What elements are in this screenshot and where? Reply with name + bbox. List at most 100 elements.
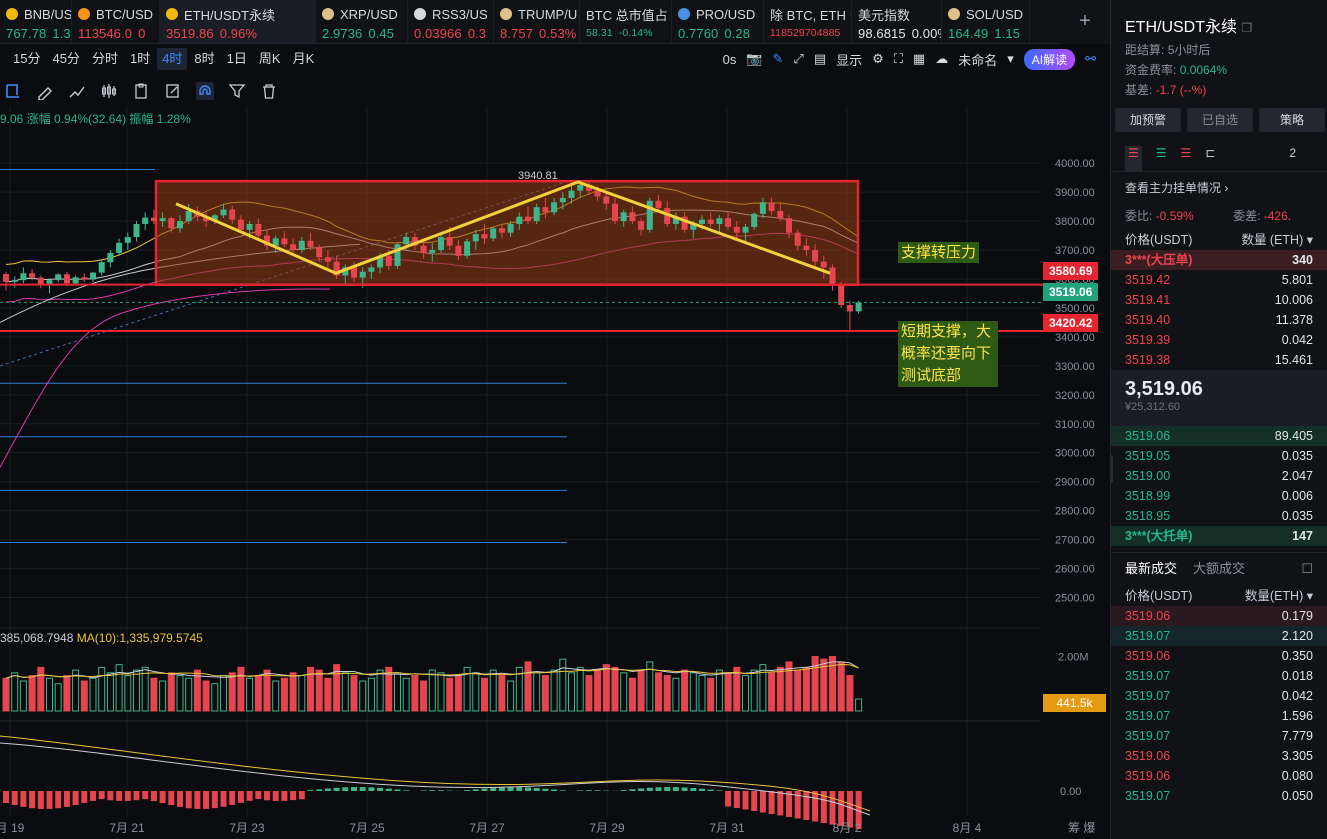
volume-info: 385,068.7948 MA(10):1,335,979.5745 (0, 631, 203, 645)
ticker-tab[interactable]: 除 BTC, ETH 夕 118529704885 (764, 0, 852, 43)
ticker-tab[interactable]: SOL/USD 164.49 1.15 (942, 0, 1030, 43)
macd-bar (37, 791, 44, 809)
ask-row[interactable]: 3519.38 15.461 (1111, 350, 1327, 370)
ticker-tab[interactable]: PRO/USD 0.7760 0.28 (672, 0, 764, 43)
interval-option[interactable]: 45分 (52, 51, 80, 66)
template-icon[interactable]: ▤ (813, 51, 827, 66)
candle-body (11, 280, 18, 282)
candle-body (229, 209, 236, 220)
ask-row[interactable]: 3***(大压单) 340 (1111, 250, 1327, 270)
macd-bar (281, 791, 288, 801)
depth-precision[interactable]: 2 (1289, 146, 1297, 160)
macd-bar (3, 791, 9, 803)
trade-price: 3519.07 (1125, 729, 1171, 743)
candles-icon[interactable] (100, 82, 118, 100)
macd-bar (507, 787, 514, 791)
interval-option[interactable]: 分时 (91, 51, 118, 66)
interval-option[interactable]: 周K (258, 51, 281, 66)
filter-icon[interactable] (228, 82, 246, 100)
depth-mini-icon[interactable]: ⊏ (1205, 146, 1216, 160)
ticker-tab[interactable]: TRUMP/U 8.757 0.53% (494, 0, 580, 43)
panel-collapse-handle[interactable] (1111, 455, 1113, 483)
bid-row[interactable]: 3519.05 0.035 (1111, 446, 1327, 466)
share-icon[interactable]: ⚯ (1085, 51, 1096, 66)
basis-label: 基差: (1125, 83, 1153, 97)
ask-row[interactable]: 3519.40 11.378 (1111, 310, 1327, 330)
ticker-tab[interactable]: RSS3/US 0.03966 0.3 (408, 0, 494, 43)
ask-row[interactable]: 3519.42 5.801 (1111, 270, 1327, 290)
resistance-annotation[interactable]: 支撑转压力 (898, 242, 980, 263)
ticker-tab[interactable]: BTC/USD 113546.0 0 (72, 0, 160, 43)
ticker-tab[interactable]: 美元指数 98.6815 0.00% (852, 0, 942, 43)
ask-row[interactable]: 3519.39 0.042 (1111, 330, 1327, 350)
tab-latest-trades[interactable]: 最新成交 (1125, 561, 1178, 576)
layout-name-select[interactable]: 未命名 (958, 52, 998, 68)
cloud-icon[interactable]: ☁ (935, 51, 949, 66)
clipboard-icon[interactable] (132, 82, 150, 100)
macd-tick-label: 0.00 (1060, 786, 1081, 798)
candle-body (368, 267, 375, 272)
volume-bar (454, 675, 462, 712)
volume-bar (724, 672, 732, 712)
camera-icon[interactable]: 📷 (746, 51, 763, 66)
chart-canvas[interactable]: 4000.003900.003800.003700.003600.003500.… (0, 106, 1106, 839)
add-alert-button[interactable]: 加预警 (1115, 108, 1181, 132)
interval-option[interactable]: 1日 (226, 51, 247, 66)
ticker-tab[interactable]: ETH/USDT永续 3519.86 0.96% (160, 0, 316, 43)
draw-line-icon[interactable] (68, 82, 86, 100)
volume-bar (254, 675, 262, 712)
watchlist-button[interactable]: 已自选 (1187, 108, 1253, 132)
magnet-icon[interactable] (196, 82, 214, 100)
candle-body (211, 215, 218, 222)
copy-icon[interactable]: ❐ (1241, 21, 1253, 35)
tab-big-trades[interactable]: 大额成交 (1193, 561, 1246, 576)
ticker-tab[interactable]: BTC 总市值占 58.31 -0.14% (580, 0, 672, 43)
macd-bar (133, 791, 140, 801)
price-chart[interactable]: 4000.003900.003800.003700.003600.003500.… (0, 106, 1106, 839)
ticker-tab[interactable]: BNB/USD 767.78 1.34 (0, 0, 72, 43)
interval-option[interactable]: 1时 (129, 51, 151, 66)
chevron-down-icon[interactable]: ▾ (1007, 51, 1014, 66)
candle-body (655, 200, 662, 209)
ticker-tab[interactable]: XRP/USD 2.9736 0.45 (316, 0, 408, 43)
trade-row: 3519.07 2.120 (1111, 626, 1327, 646)
bid-row[interactable]: 3518.95 0.035 (1111, 506, 1327, 526)
interval-option[interactable]: 4时 (157, 48, 188, 70)
settings-icon[interactable]: ⚙ (872, 51, 884, 66)
support-annotation[interactable]: 短期支撑，大 概率还要向下 测试底部 (898, 321, 998, 387)
macd-bar (820, 791, 827, 823)
edit-note-icon[interactable] (164, 82, 182, 100)
interval-option[interactable]: 月K (292, 51, 315, 66)
expand-icon[interactable]: ⤢ (793, 51, 804, 66)
pen-icon[interactable]: ✎ (772, 51, 784, 66)
ai-interpret-button[interactable]: AI解读 (1023, 48, 1076, 70)
volume-ma5-value: 385,068.7948 (0, 631, 74, 645)
interval-option[interactable]: 8时 (194, 51, 215, 66)
macd-bar (803, 791, 810, 820)
candle-body (498, 228, 505, 233)
bid-row[interactable]: 3519.06 89.405 (1111, 426, 1327, 446)
fullscreen-icon[interactable]: ⛶ (893, 51, 903, 66)
y-tick-label: 3400.00 (1055, 332, 1095, 344)
strategy-button[interactable]: 策略 (1259, 108, 1325, 132)
interval-option[interactable]: 15分 (13, 51, 41, 66)
cursor-frame-icon[interactable] (4, 82, 22, 100)
brush-icon[interactable] (36, 82, 54, 100)
display-button[interactable]: 显示 (836, 52, 863, 68)
depth-asks-icon[interactable]: ☰ (1180, 146, 1192, 160)
checkbox-icon[interactable]: ☐ (1301, 561, 1313, 576)
trash-icon[interactable] (260, 82, 278, 100)
layout-icon[interactable]: ▦ (912, 51, 926, 66)
candle-body (690, 223, 697, 230)
col-qty[interactable]: 数量 (ETH) ▾ (1241, 233, 1313, 247)
add-tab-button[interactable]: + (1060, 0, 1110, 44)
trade-col-qty[interactable]: 数量(ETH) ▾ (1244, 589, 1313, 603)
bid-row[interactable]: 3518.99 0.006 (1111, 486, 1327, 506)
depth-bids-icon[interactable]: ☰ (1155, 146, 1167, 160)
volume-bar (176, 675, 184, 712)
depth-link[interactable]: 查看主力挂单情况 › (1125, 181, 1229, 195)
bid-row[interactable]: 3***(大托单) 147 (1111, 526, 1327, 546)
bid-row[interactable]: 3519.00 2.047 (1111, 466, 1327, 486)
depth-both-icon[interactable]: ☰ (1125, 146, 1142, 171)
ask-row[interactable]: 3519.41 10.006 (1111, 290, 1327, 310)
